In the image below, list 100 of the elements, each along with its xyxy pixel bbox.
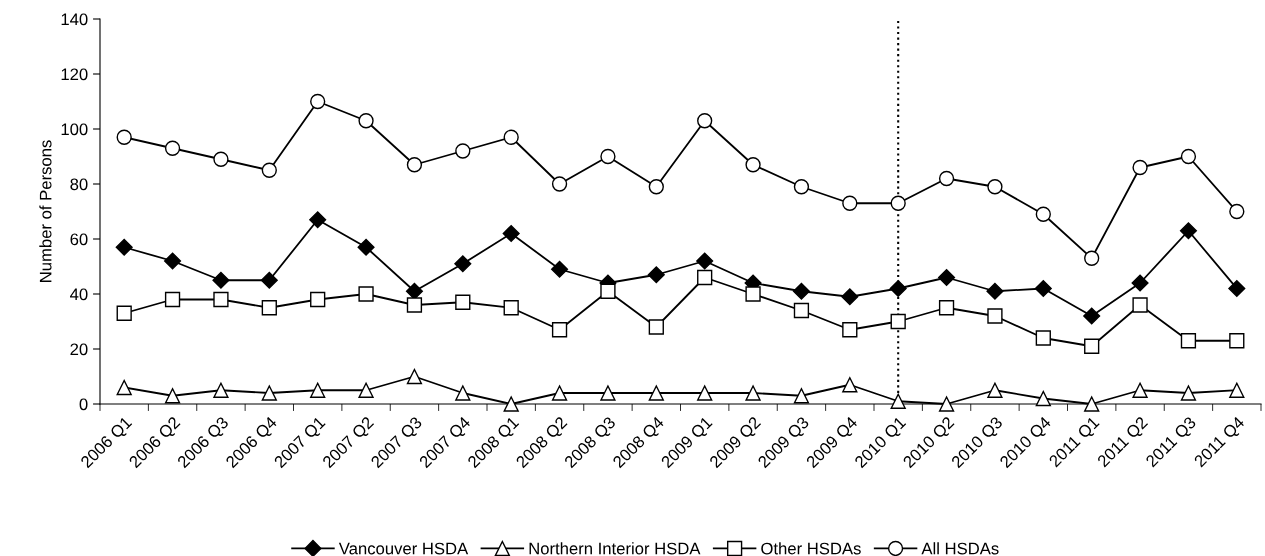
y-tick-label: 120: [61, 68, 88, 81]
point: [164, 291, 181, 308]
point: [938, 396, 955, 412]
point: [600, 148, 616, 165]
point: [1083, 307, 1101, 325]
legend-label: Other HSDAs: [761, 542, 861, 555]
y-tick-label: 80: [70, 178, 88, 191]
point: [261, 162, 277, 178]
point: [503, 300, 519, 316]
legend-label: Vancouver HSDA: [338, 542, 469, 555]
point: [310, 382, 326, 398]
point: [938, 170, 955, 187]
point: [406, 157, 423, 173]
point: [745, 286, 761, 302]
point: [1132, 382, 1148, 398]
point: [551, 176, 568, 192]
point: [455, 294, 471, 310]
point: [454, 255, 472, 273]
point: [1132, 297, 1148, 313]
point: [1084, 250, 1100, 266]
point: [213, 291, 229, 308]
point: [503, 396, 519, 412]
point: [455, 143, 471, 159]
point: [1084, 338, 1100, 354]
point: [842, 195, 858, 211]
point: [987, 382, 1003, 398]
point: [600, 385, 616, 401]
point: [1229, 333, 1245, 349]
point: [213, 151, 229, 167]
y-tick-label: 20: [70, 343, 88, 356]
point: [357, 238, 375, 256]
point: [1180, 333, 1197, 349]
point: [358, 382, 374, 398]
y-tick-label: 60: [70, 233, 88, 246]
point: [116, 379, 132, 396]
point: [164, 140, 181, 156]
point: [551, 385, 568, 401]
point: [406, 368, 423, 385]
point: [792, 282, 810, 300]
point: [405, 282, 423, 300]
y-tick-label: 0: [79, 398, 88, 411]
point: [115, 238, 133, 256]
point: [358, 113, 374, 129]
y-tick-label: 40: [70, 288, 88, 301]
point: [358, 286, 374, 302]
point: [261, 300, 277, 316]
point: [890, 313, 906, 330]
point: [987, 179, 1003, 195]
point: [1035, 206, 1051, 222]
point: [841, 288, 859, 306]
y-tick-label: 140: [61, 13, 88, 26]
point: [938, 300, 955, 316]
point: [1180, 148, 1197, 165]
y-axis-title: Number of Persons: [39, 140, 52, 282]
point: [697, 113, 713, 129]
point: [116, 129, 132, 145]
point: [260, 271, 278, 289]
point: [551, 322, 568, 338]
point: [648, 179, 664, 195]
point: [1131, 274, 1149, 292]
point: [455, 385, 471, 401]
point: [503, 129, 519, 145]
point: [1132, 159, 1148, 176]
point: [648, 319, 664, 335]
point: [600, 283, 616, 299]
point: [890, 393, 906, 409]
point: [697, 269, 713, 286]
point: [1034, 279, 1052, 298]
point: [309, 211, 327, 229]
point: [793, 388, 810, 404]
point: [696, 252, 714, 270]
y-tick-label: 100: [61, 123, 88, 136]
point: [116, 305, 132, 321]
point: [793, 179, 810, 195]
point: [1229, 203, 1245, 220]
point: [889, 279, 907, 298]
point: [647, 266, 665, 284]
point: [1228, 279, 1246, 298]
point: [502, 224, 520, 243]
point: [842, 322, 858, 338]
point: [1180, 385, 1197, 401]
point: [890, 195, 906, 211]
point: [1035, 330, 1051, 346]
point: [164, 252, 182, 270]
point: [1229, 382, 1245, 398]
legend-label: Northern Interior HSDA: [529, 542, 701, 555]
point: [212, 271, 230, 289]
point: [310, 93, 326, 110]
point: [745, 157, 761, 173]
point: [745, 385, 761, 401]
point: [213, 382, 229, 398]
point: [938, 268, 956, 287]
legend-label: All HSDAs: [921, 542, 999, 555]
point: [551, 260, 569, 278]
point: [987, 308, 1003, 324]
point: [842, 377, 858, 393]
point: [406, 297, 423, 313]
point: [793, 302, 810, 319]
point: [164, 388, 181, 404]
point: [1035, 390, 1051, 407]
